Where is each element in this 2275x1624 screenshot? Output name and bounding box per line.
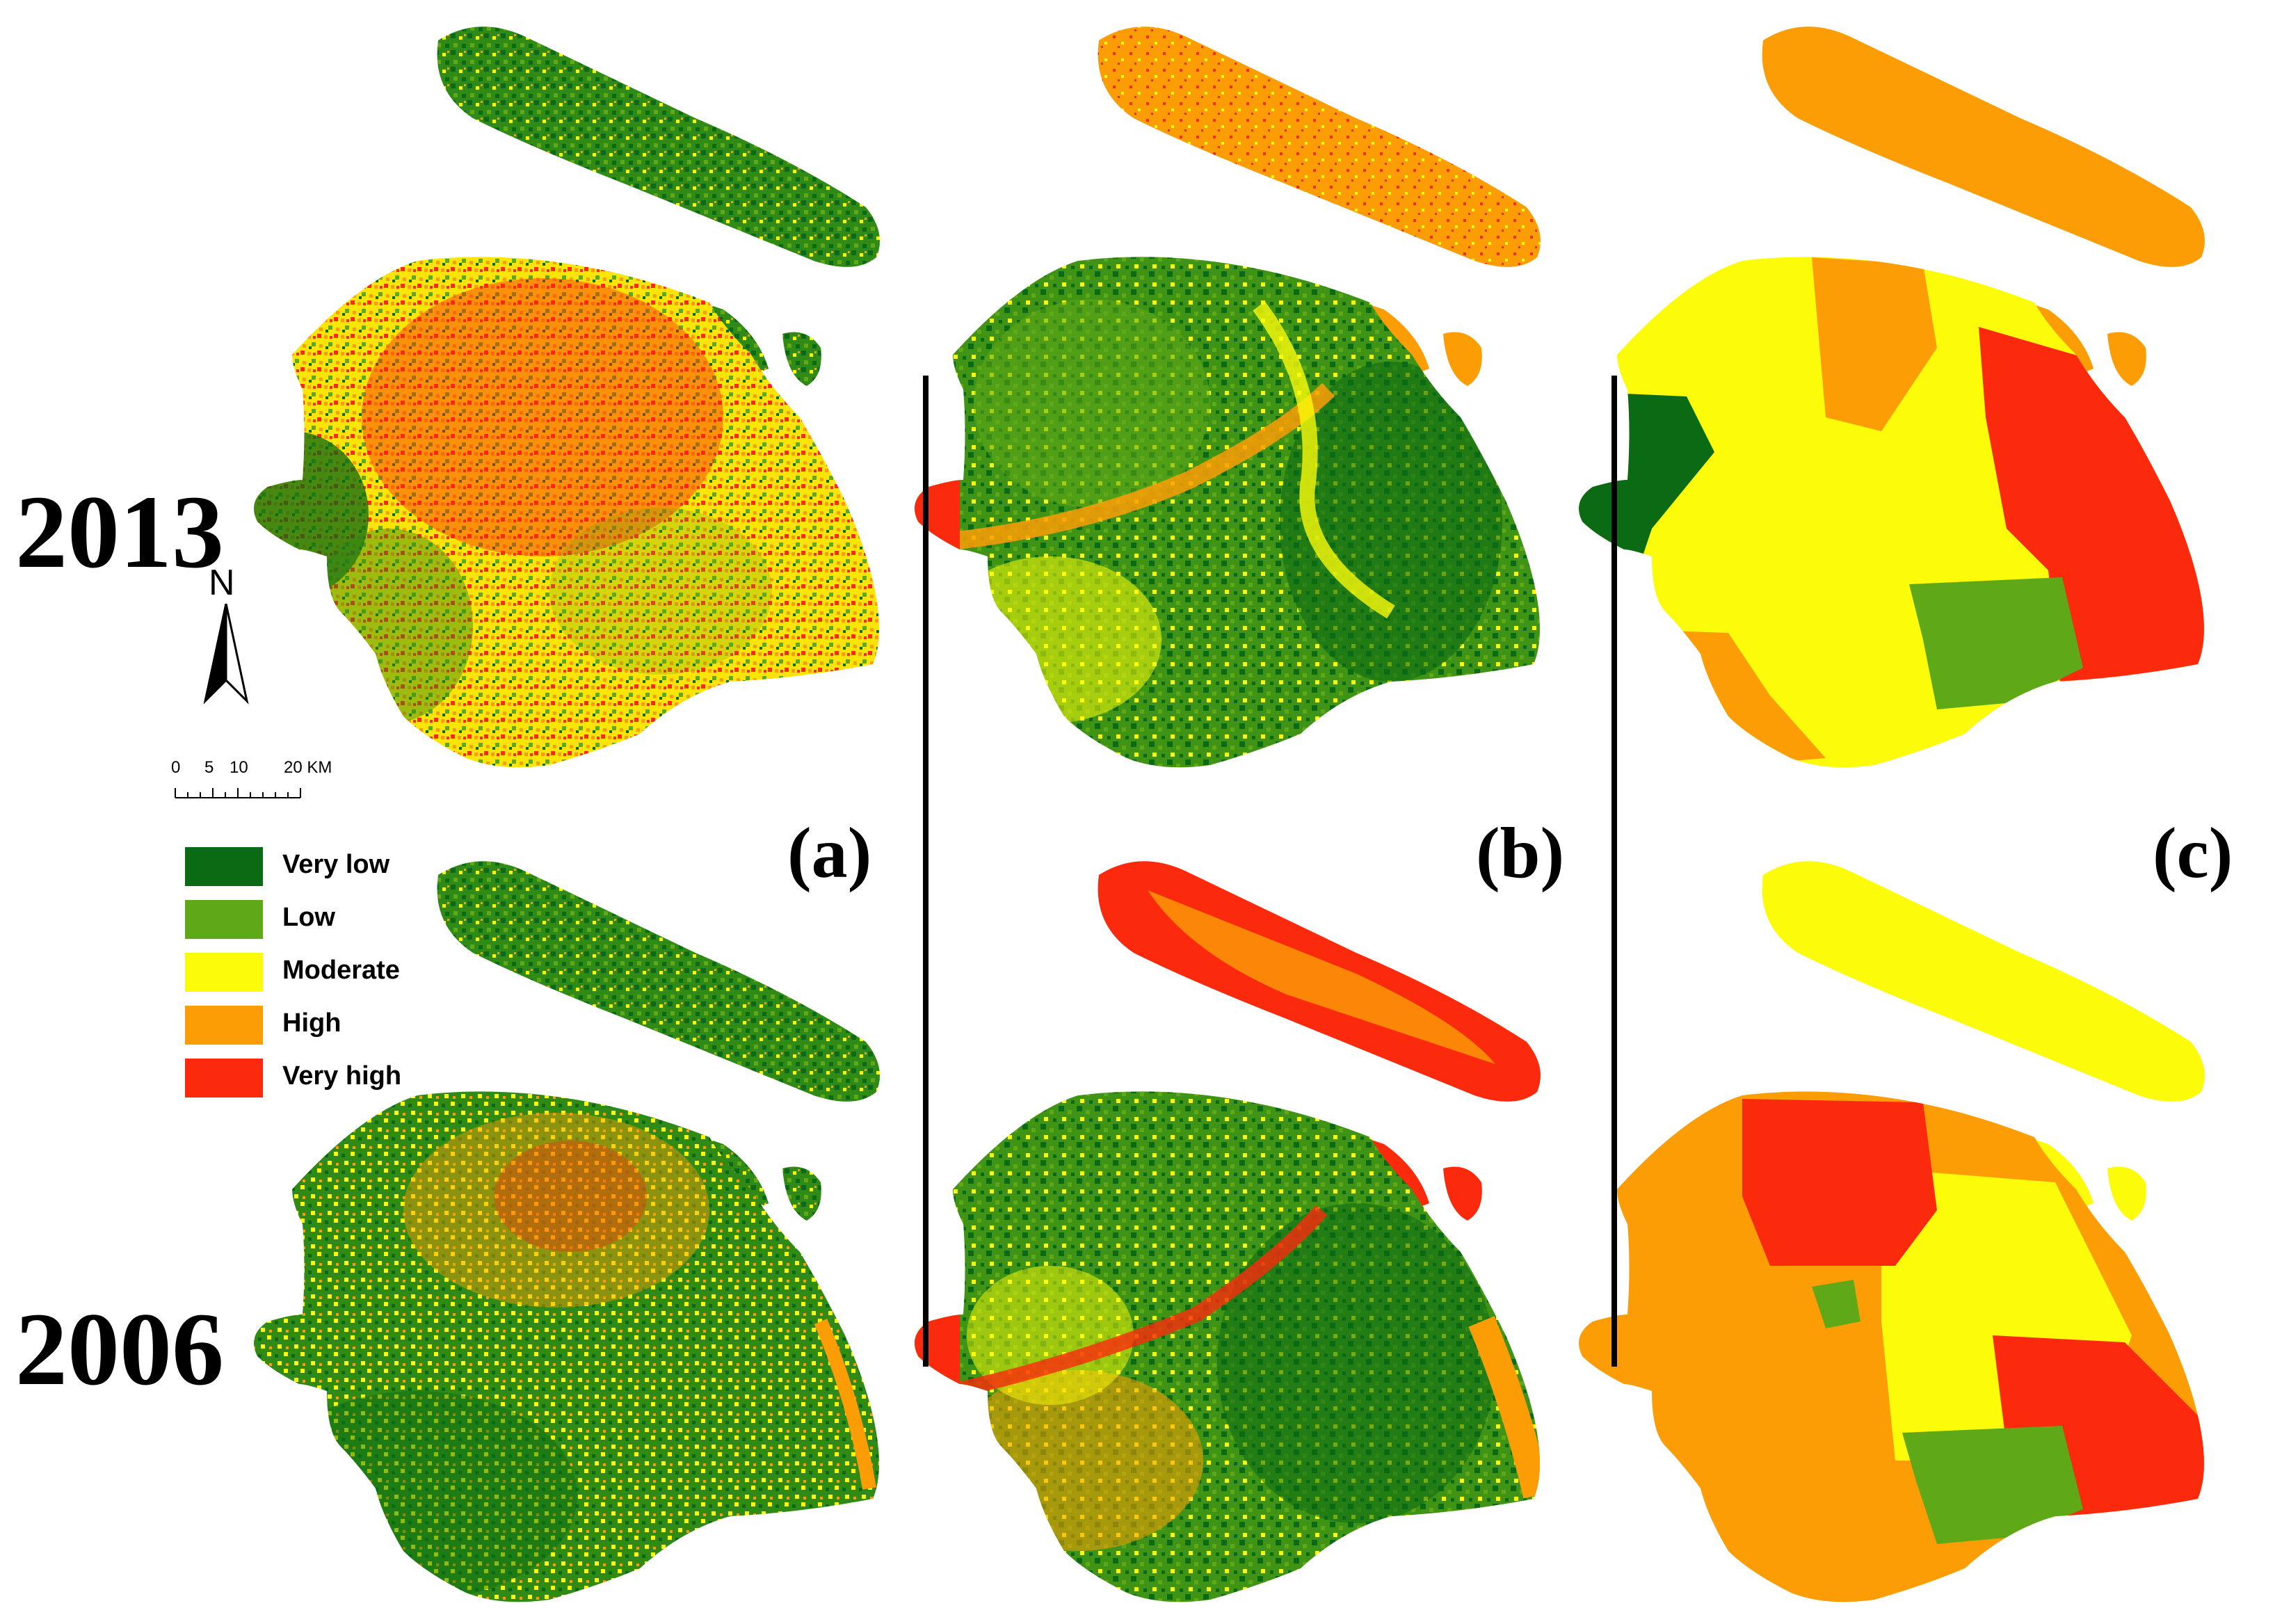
map-a-2013-islet2 <box>782 332 821 386</box>
legend-label-low: Low <box>282 903 335 932</box>
map-b-2013-island <box>1098 26 1541 267</box>
scale-bar <box>175 788 301 798</box>
panel-label-c: (c) <box>2153 813 2233 893</box>
map-a-2013-island <box>437 26 880 267</box>
year-label-2013: 2013 <box>15 474 224 590</box>
map-a-2013 <box>254 26 880 768</box>
panel-label-b: (b) <box>1476 813 1565 893</box>
map-c-2006 <box>1579 861 2205 1602</box>
map-a-2006-island <box>437 861 880 1102</box>
legend-label-moderate: Moderate <box>282 956 400 985</box>
scale-tick-10: 10 <box>230 758 248 777</box>
scale-tick-5: 5 <box>204 758 214 777</box>
legend-label-very-high: Very high <box>282 1061 402 1091</box>
scale-tick-0: 0 <box>171 758 181 777</box>
map-c-2006-islet2 <box>2107 1166 2146 1221</box>
map-b-2013-islet2 <box>1443 332 1482 386</box>
map-b-2013 <box>915 26 1541 768</box>
legend-swatch-moderate <box>185 953 263 992</box>
divider-right <box>1611 376 1617 1367</box>
legend-swatch-high <box>185 1006 263 1045</box>
map-b-2006 <box>915 861 1541 1602</box>
year-label-2006: 2006 <box>15 1292 224 1407</box>
legend-label-high: High <box>282 1008 341 1038</box>
legend-swatch-low <box>185 900 263 939</box>
north-arrow-icon <box>203 604 249 705</box>
legend-swatch-very-low <box>185 847 263 886</box>
scale-tick-20km: 20 KM <box>284 758 332 777</box>
map-c-2006-island <box>1762 861 2205 1102</box>
map-b-2006-islet2 <box>1443 1166 1482 1221</box>
divider-left <box>923 376 929 1367</box>
map-c-2013-islet2 <box>2107 332 2146 386</box>
legend-label-very-low: Very low <box>282 850 390 879</box>
map-a-2006-islet2 <box>782 1166 821 1221</box>
map-c-2013 <box>1579 26 2205 768</box>
map-c-2013-island <box>1762 26 2205 267</box>
panel-label-a: (a) <box>787 813 872 893</box>
north-arrow-letter: N <box>209 563 235 603</box>
legend-swatch-very-high <box>185 1059 263 1098</box>
